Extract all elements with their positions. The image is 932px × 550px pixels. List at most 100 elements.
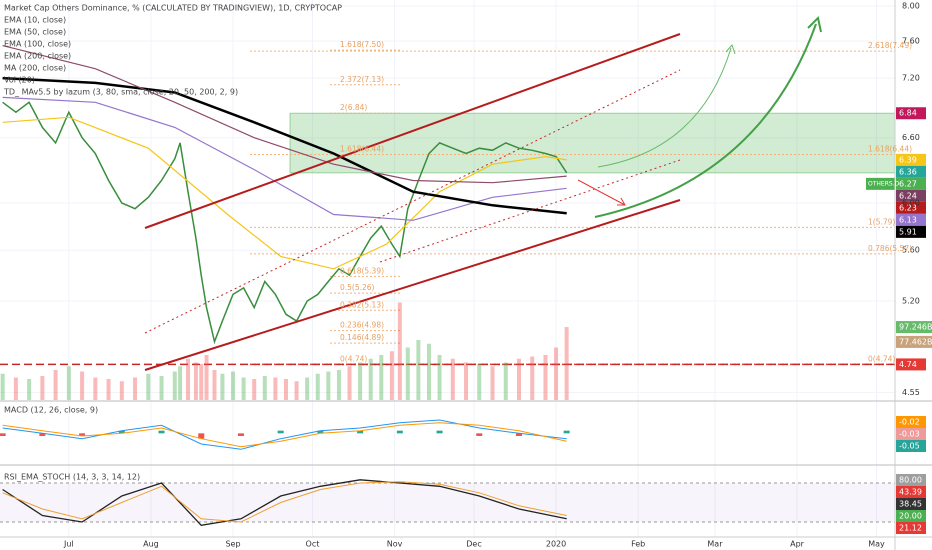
macd-histogram [198,433,205,439]
fib-label: 1.618(6.44) [868,145,912,154]
price-tag: 6.23 [899,203,917,212]
volume-bar [464,362,469,400]
rsi-band [0,483,895,522]
price-tag-bg [896,107,926,120]
volume-bar [193,362,198,400]
volume-bar [358,362,363,400]
chart-title: Market Cap Others Dominance, % (CALCULAT… [4,4,342,13]
macd-histogram [317,430,324,434]
price-tag: 6.39 [899,155,917,164]
x-tick-label: Apr [790,540,805,549]
volume-bar [315,373,320,400]
volume-bar [231,371,236,400]
volume-bar [503,362,508,400]
volume-bar [273,377,278,400]
price-tag: 6.36 [899,167,917,176]
drawings [144,15,822,371]
arrow-up-large [594,23,817,218]
rsi-tag-bg [896,474,926,486]
macd-histogram [39,433,46,436]
volume-bar [0,373,5,400]
macd-histogram [237,433,244,436]
x-tick-label: Nov [387,540,403,549]
price-tag: 5.91 [899,227,917,236]
volume-bar [490,366,495,400]
price-line [2,101,568,345]
y-tick-label: 7.20 [902,74,920,83]
macd-histogram [515,433,522,436]
legend-entry: Vol (20) [4,76,35,85]
macd-histogram [0,433,6,436]
y-tick-label: 6.60 [902,133,920,142]
volume-bar [294,381,299,400]
volume-tag-bg [896,335,932,348]
macd-histogram [79,433,86,436]
fib-label: 1.618(7.50) [340,40,384,49]
macd-histogram [118,430,125,434]
arrow-head [725,44,736,55]
price-tag-bg [896,358,926,371]
macd-title: MACD (12, 26, close, 9) [4,406,98,415]
channel-upper [144,33,681,229]
fib-label: 0.236(4.98) [340,321,384,330]
macd-tag: -0.02 [899,418,920,427]
macd-line [2,419,567,450]
background-layer [0,0,896,537]
volume-bar [252,379,257,400]
rsi-tag-bg [896,486,926,498]
price-tag: 6.27 [899,179,917,188]
legend-entry: EMA (10, close) [4,16,66,25]
fib-label: 0.786(5.57) [868,244,912,253]
arrow-head [807,15,822,33]
volume-bar [186,358,191,400]
price-tag-bg [896,213,926,226]
rsi-tag-bg [896,498,926,510]
volume-bar [172,371,177,400]
fib-label: 2.372(7.13) [340,75,384,84]
fib-label: 0.146(4.89) [340,333,384,342]
moving-average [2,116,567,270]
price-tag-bg [896,201,926,214]
symbol-tag: OTHERS.D [868,180,900,187]
macd-histogram [396,430,403,434]
volume-bar [212,370,217,400]
macd-histogram [277,430,284,434]
moving-average [2,45,567,184]
rsi-tag-bg [896,510,926,522]
macd-tag-bg [896,416,926,428]
rsi-tag: 43.39 [899,488,922,497]
volume-bar [437,355,442,400]
x-tick-label: Jul [63,540,74,549]
rsi-tag-bg [896,522,926,534]
x-tick-label: 2020 [546,540,566,549]
volume-bar [40,376,45,400]
volume-bar [53,370,58,400]
volume-bar [564,327,569,400]
macd-histogram [357,430,364,434]
legend-entry: EMA (100, close) [4,40,71,49]
x-tick-label: Oct [306,540,320,549]
price-tag-bg [896,177,926,190]
volume-bar [379,355,384,400]
x-tick-label: Mar [707,540,723,549]
volume-bar [66,366,71,400]
channel-lower [144,199,681,371]
y-tick-label: 5.20 [902,296,920,305]
volume-bar [27,379,32,400]
volume-bar [368,358,373,400]
arrow-down [577,179,626,206]
volume-bar [159,376,164,400]
x-tick-label: Dec [466,540,481,549]
y-tick-label: 7.60 [902,37,920,46]
x-tick-label: May [868,540,885,549]
volume-bar [405,347,410,400]
foreground-layer: 6.84 6.39 6.36 6.27 6.24 6.23 6.13 5.91 4.74 97.2… [866,107,932,534]
rsi-tag: 80.00 [899,476,922,485]
macd-histogram [476,433,483,436]
volume-bar [204,355,209,400]
volume-bar [106,379,111,400]
rsi-tag: 38.45 [899,500,922,509]
volume-bar [530,356,535,400]
volume-bar [516,358,521,400]
